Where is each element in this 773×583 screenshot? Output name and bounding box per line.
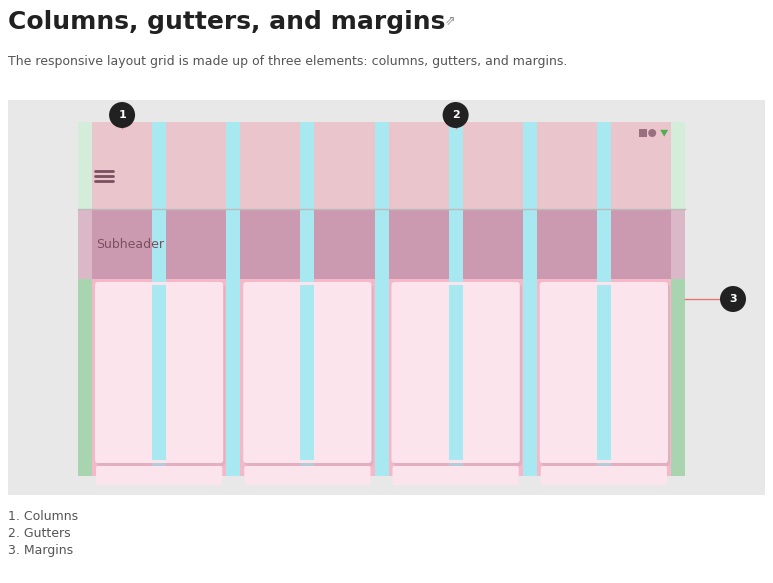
Bar (462, 122, 523, 144)
FancyBboxPatch shape (96, 466, 223, 485)
Bar (240, 122, 301, 476)
Bar (240, 122, 301, 209)
Circle shape (720, 286, 746, 312)
FancyBboxPatch shape (97, 285, 225, 466)
Bar (611, 122, 671, 476)
Bar (152, 122, 166, 476)
Bar (92, 122, 152, 476)
Bar (78, 209, 685, 279)
FancyBboxPatch shape (540, 282, 668, 463)
Bar (374, 209, 389, 279)
Bar (597, 122, 611, 209)
FancyBboxPatch shape (542, 285, 670, 466)
Bar (240, 209, 301, 279)
Text: 1: 1 (118, 110, 126, 120)
Bar (448, 122, 462, 476)
Bar (389, 122, 448, 476)
Circle shape (109, 102, 135, 128)
Bar (462, 209, 523, 279)
Text: 1. Columns: 1. Columns (8, 510, 78, 523)
Bar (389, 122, 448, 209)
Bar (315, 122, 374, 476)
Bar (374, 122, 389, 476)
Bar (152, 122, 166, 209)
FancyBboxPatch shape (244, 466, 370, 485)
FancyBboxPatch shape (541, 466, 667, 485)
FancyBboxPatch shape (243, 282, 372, 463)
Bar (389, 122, 448, 144)
Bar (611, 122, 671, 209)
Bar (389, 209, 448, 279)
Text: 3. Margins: 3. Margins (8, 544, 73, 557)
Bar (597, 122, 611, 476)
Bar (523, 122, 536, 144)
Bar (448, 285, 462, 460)
Bar (462, 122, 523, 476)
Bar (315, 209, 374, 279)
Bar (448, 209, 462, 279)
Bar (226, 209, 240, 279)
Bar (462, 122, 523, 209)
Bar (315, 122, 374, 144)
Text: ⇗: ⇗ (445, 14, 455, 27)
Bar (226, 122, 240, 209)
FancyBboxPatch shape (245, 285, 373, 466)
Bar (152, 209, 166, 279)
Bar (301, 122, 315, 209)
FancyBboxPatch shape (391, 282, 519, 463)
Bar (166, 122, 226, 476)
Bar (448, 122, 462, 209)
Bar (152, 285, 166, 460)
Bar (536, 122, 597, 144)
Bar (92, 122, 152, 209)
Bar (523, 209, 536, 279)
Bar (92, 122, 152, 144)
Bar (315, 122, 374, 209)
Bar (597, 209, 611, 279)
Text: 2. Gutters: 2. Gutters (8, 527, 70, 540)
Bar (611, 122, 671, 144)
Bar (523, 122, 536, 476)
Bar (523, 122, 536, 209)
FancyBboxPatch shape (95, 282, 223, 463)
Bar (240, 122, 301, 144)
Text: 2: 2 (451, 110, 459, 120)
Bar (92, 209, 152, 279)
Bar (374, 122, 389, 209)
Text: Subheader: Subheader (96, 237, 164, 251)
Bar (611, 209, 671, 279)
Bar (152, 122, 166, 144)
Circle shape (443, 102, 468, 128)
Polygon shape (660, 130, 668, 136)
Text: Columns, gutters, and margins: Columns, gutters, and margins (8, 10, 445, 34)
Bar (597, 285, 611, 460)
Bar (536, 122, 597, 209)
Bar (166, 122, 226, 209)
Bar (301, 122, 315, 144)
Bar (301, 122, 315, 476)
Bar (448, 122, 462, 144)
FancyBboxPatch shape (393, 285, 522, 466)
Bar (226, 122, 240, 144)
Bar (226, 122, 240, 476)
Bar (166, 122, 226, 144)
FancyBboxPatch shape (393, 466, 519, 485)
Bar (8, 100, 765, 495)
Text: 3: 3 (729, 294, 737, 304)
Bar (536, 209, 597, 279)
Bar (78, 122, 685, 476)
Bar (374, 122, 389, 144)
Text: The responsive layout grid is made up of three elements: columns, gutters, and m: The responsive layout grid is made up of… (8, 55, 567, 68)
Bar (536, 122, 597, 476)
Bar (166, 209, 226, 279)
Bar (597, 122, 611, 144)
Circle shape (649, 129, 656, 137)
Bar (301, 209, 315, 279)
Bar (78, 122, 685, 144)
Bar (78, 122, 685, 209)
Bar (301, 285, 315, 460)
Bar (639, 129, 648, 137)
